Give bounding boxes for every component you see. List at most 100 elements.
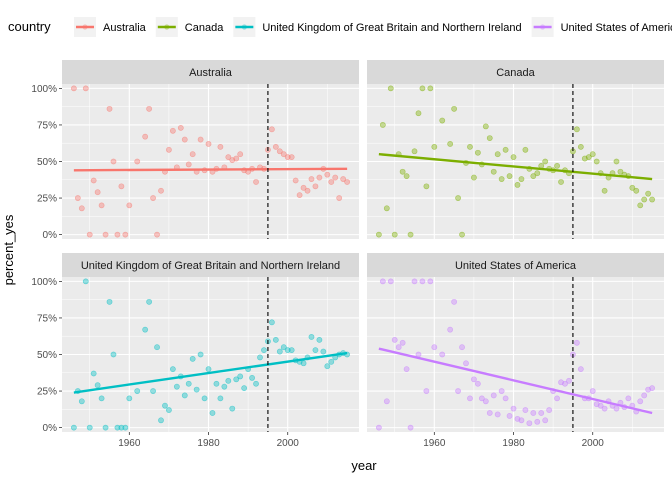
data-point <box>253 179 259 185</box>
data-point <box>142 326 149 333</box>
data-point <box>177 124 184 131</box>
data-point <box>205 141 212 147</box>
data-point <box>534 418 541 425</box>
data-point <box>312 347 319 354</box>
facet-strip-label: United States of America <box>455 260 577 272</box>
data-point <box>257 354 263 361</box>
data-point <box>566 377 572 384</box>
data-point <box>110 158 117 165</box>
data-point <box>455 388 461 394</box>
data-point <box>122 424 129 431</box>
data-point <box>272 336 279 343</box>
data-point <box>530 173 537 180</box>
data-point <box>439 117 446 124</box>
data-point <box>158 187 164 194</box>
data-point <box>284 154 291 161</box>
data-point <box>459 344 465 351</box>
data-point <box>70 424 77 431</box>
data-point <box>213 380 220 387</box>
data-point <box>467 395 473 402</box>
data-point <box>510 405 517 412</box>
data-point <box>181 136 188 143</box>
data-point <box>629 184 636 191</box>
data-point <box>506 413 513 419</box>
data-point <box>78 398 85 405</box>
data-point <box>637 202 644 209</box>
data-point <box>494 411 501 418</box>
data-point <box>490 168 497 175</box>
data-point <box>272 143 279 150</box>
data-point <box>585 154 592 161</box>
facet-panel: United Kingdom of Great Britain and Nort… <box>31 253 359 449</box>
data-point <box>340 176 347 182</box>
data-point <box>193 386 200 393</box>
data-point <box>134 388 141 394</box>
data-point <box>423 183 430 190</box>
legend-label: Canada <box>185 22 224 34</box>
data-point <box>237 151 244 158</box>
data-point <box>86 231 93 238</box>
data-point <box>498 176 505 182</box>
data-point <box>403 366 410 373</box>
data-point <box>142 133 149 140</box>
trend-line <box>378 152 653 181</box>
trend-line <box>73 351 348 394</box>
data-point <box>150 195 156 201</box>
data-point <box>308 176 315 182</box>
data-point <box>332 174 339 181</box>
y-axis-title: percent_yes <box>1 214 16 285</box>
data-point <box>423 388 430 394</box>
data-point <box>649 385 656 392</box>
data-point <box>154 344 160 351</box>
data-point <box>181 392 188 399</box>
data-point <box>229 405 236 412</box>
data-point <box>249 374 255 381</box>
data-point <box>114 231 121 238</box>
data-point <box>514 181 521 188</box>
data-point <box>510 154 517 161</box>
data-point <box>613 405 620 412</box>
data-point <box>554 395 560 402</box>
data-point <box>276 348 283 355</box>
data-point <box>300 184 307 191</box>
data-point <box>427 85 434 92</box>
data-point <box>637 398 644 405</box>
data-point <box>209 410 216 416</box>
data-point <box>261 347 267 354</box>
data-point <box>300 360 307 367</box>
data-point <box>573 126 580 133</box>
data-point <box>522 407 529 413</box>
facet-strip-label: Australia <box>189 67 233 79</box>
data-point <box>613 158 620 165</box>
x-tick-label: 1960 <box>423 438 446 449</box>
data-point <box>106 298 113 305</box>
data-point <box>534 170 541 177</box>
data-point <box>233 376 240 383</box>
data-point <box>90 370 97 377</box>
data-point <box>189 355 196 362</box>
data-point <box>94 189 101 196</box>
data-point <box>90 177 97 184</box>
data-point <box>498 388 505 394</box>
facet-strip <box>62 60 359 84</box>
data-point <box>296 192 303 199</box>
data-point <box>241 385 248 392</box>
data-point <box>70 85 77 92</box>
data-point <box>134 158 141 165</box>
data-point <box>118 424 125 431</box>
data-point <box>78 205 85 212</box>
data-point <box>482 123 489 130</box>
data-point <box>399 168 406 175</box>
data-point <box>280 344 287 351</box>
data-point <box>391 231 398 238</box>
data-point <box>86 424 93 431</box>
data-point <box>538 410 545 416</box>
data-point <box>558 179 564 185</box>
data-point <box>577 366 584 373</box>
y-tick-label: 0% <box>43 230 58 241</box>
y-tick-label: 50% <box>37 350 57 361</box>
data-point <box>649 196 656 203</box>
data-point <box>526 420 533 427</box>
data-point <box>150 388 156 394</box>
